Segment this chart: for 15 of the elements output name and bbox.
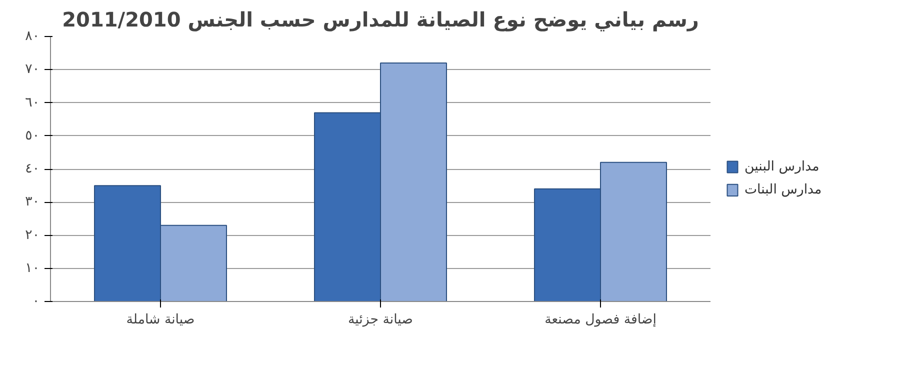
x-tick-label: صيانة شاملة [126,312,195,328]
y-tick-label: ١٠ [25,260,40,276]
y-tick-label: ٨٠ [25,29,40,44]
x-tick-label: إضافة فصول مصنعة [544,312,656,328]
y-tick-label: ٣٠ [25,194,40,210]
y-tick-label: ٧٠ [25,62,40,78]
legend-label: مدارس البنات [744,182,822,198]
y-tick-label: ٤٠ [25,162,40,176]
y-tick-label: ٦٠ [25,95,40,110]
y-tick-label: ٢٠ [25,228,40,243]
y-tick-label: ٥٠ [25,128,40,144]
legend-label: مدارس البنين [744,160,820,174]
x-tick-label: صيانة جزئية [348,312,413,328]
chart-title: رسم بياني يوضح نوع الصيانة للمدارس حسب الجنس 2011/2010 [62,8,699,32]
y-tick-label: ٠ [32,294,40,309]
